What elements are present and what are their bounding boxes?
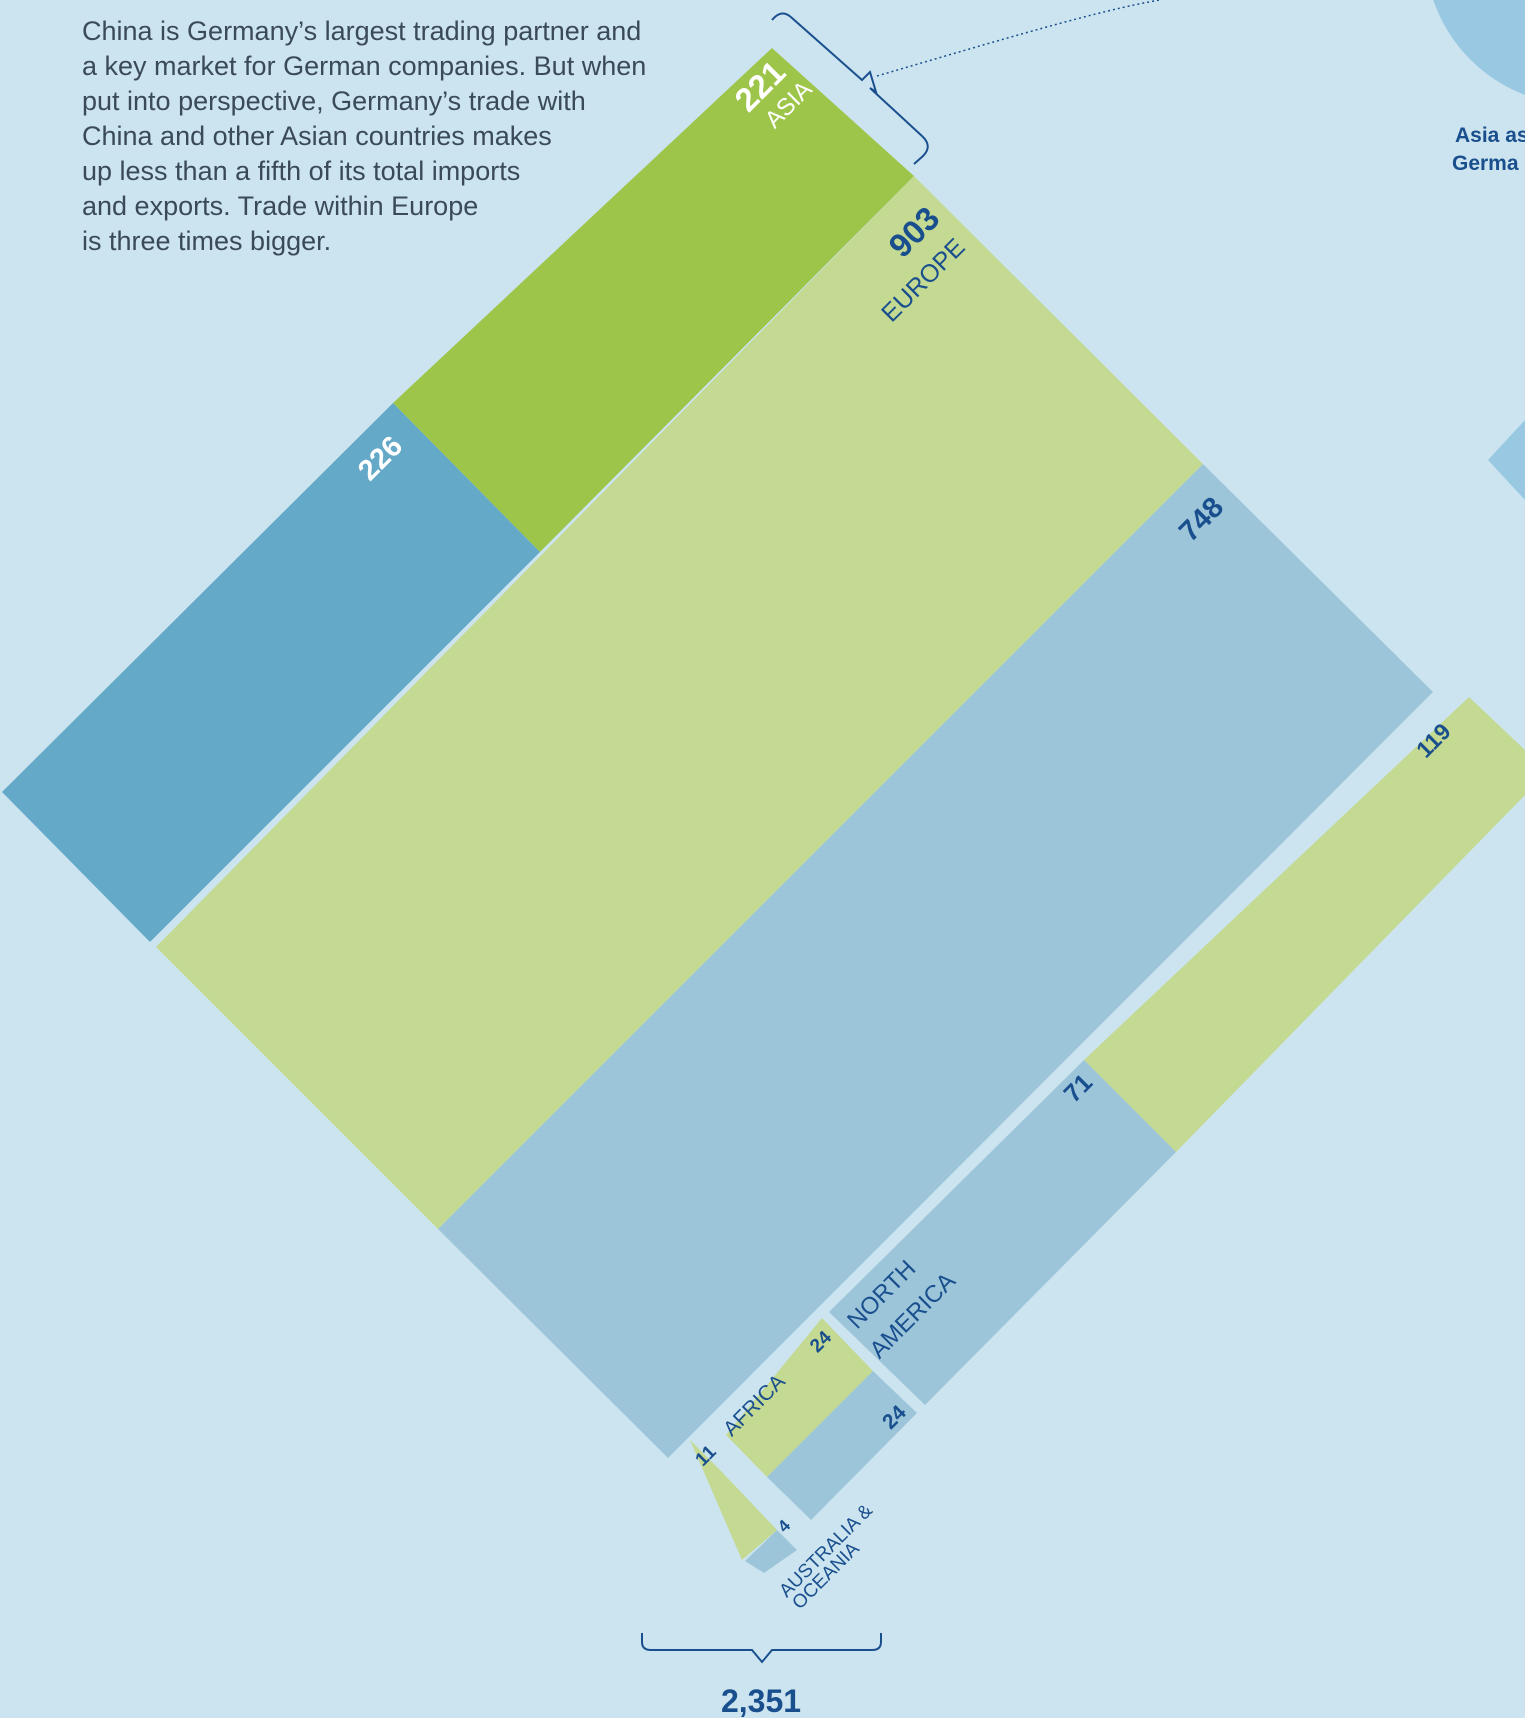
intro-line: China is Germany’s largest trading partn…: [82, 16, 642, 46]
europe-export-bar: [156, 176, 1203, 1229]
intro-line: China and other Asian countries makes: [82, 121, 552, 151]
total-bracket: [641, 1633, 882, 1664]
side-label-line1: Asia as: [1455, 124, 1525, 147]
asia-import-bar: [2, 403, 540, 942]
africa-export-bar: [726, 1318, 873, 1477]
north-america-import-bar: [829, 1060, 1176, 1405]
circle-edge: [1488, 420, 1525, 500]
europe-import-bar: [438, 464, 1433, 1458]
oceania-import-bar: [745, 1530, 797, 1573]
asia-bracket: [771, 12, 929, 165]
intro-line: is three times bigger.: [82, 226, 332, 256]
total-label: 2,351: [721, 1683, 801, 1718]
connector-line: [876, 0, 1161, 77]
value-label: 11: [692, 1441, 721, 1470]
intro-line: and exports. Trade within Europe: [82, 191, 479, 221]
asia-circle: [1433, 0, 1525, 95]
asia-export-bar: [393, 48, 914, 552]
intro-line: up less than a fifth of its total import…: [82, 156, 521, 186]
north-america-export-bar: [1084, 697, 1525, 1152]
oceania-export-bar: [690, 1440, 777, 1560]
side-label-line2: Germa: [1452, 152, 1519, 175]
intro-text: China is Germany’s largest trading partn…: [82, 14, 682, 259]
intro-line: put into perspective, Germany’s trade wi…: [82, 86, 586, 116]
intro-line: a key market for German companies. But w…: [82, 51, 647, 81]
africa-import-bar: [767, 1371, 917, 1520]
